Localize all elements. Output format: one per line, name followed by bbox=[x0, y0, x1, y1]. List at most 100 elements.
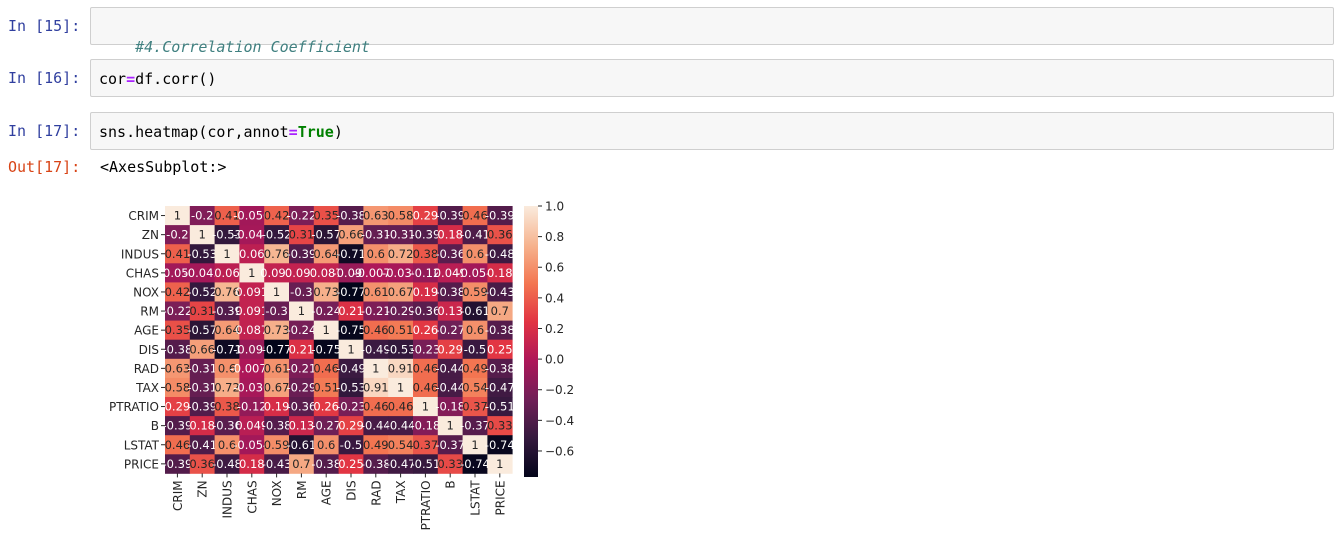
heatmap-cell-annotation: 0.59 bbox=[462, 285, 488, 299]
code-cell-input[interactable]: cor=df.corr() bbox=[90, 59, 1334, 97]
heatmap-cell bbox=[363, 244, 389, 264]
heatmap-cell bbox=[413, 244, 439, 264]
y-tick-label: RM bbox=[140, 305, 159, 319]
heatmap-cell bbox=[487, 435, 513, 455]
heatmap-cell-annotation: 1 bbox=[372, 361, 379, 375]
heatmap-cell-annotation: -0.36 bbox=[287, 400, 317, 414]
heatmap-cell-annotation: 0.26 bbox=[413, 323, 439, 337]
x-tick-label: AGE bbox=[320, 480, 334, 505]
heatmap-cell-annotation: -0.3 bbox=[265, 304, 287, 318]
y-tick-label: CHAS bbox=[126, 266, 159, 280]
heatmap-cell-annotation: -0.36 bbox=[212, 419, 242, 433]
heatmap-cell-annotation: 0.31 bbox=[289, 228, 315, 242]
heatmap-cell bbox=[338, 377, 364, 398]
heatmap-cell-annotation: -0.51 bbox=[485, 400, 515, 414]
heatmap-cell-annotation: -0.3 bbox=[290, 285, 312, 299]
heatmap-cell-annotation: -0.099 bbox=[233, 342, 270, 356]
heatmap-cell-annotation: 0.19 bbox=[413, 285, 439, 299]
heatmap-cell-annotation: 0.46 bbox=[363, 400, 389, 414]
heatmap-cell-annotation: -0.52 bbox=[262, 228, 292, 242]
code-cell-input[interactable]: #4.Correlation Coefficient bbox=[90, 7, 1334, 56]
heatmap-cell bbox=[264, 206, 290, 226]
heatmap-cell bbox=[487, 320, 513, 341]
heatmap-cell bbox=[214, 377, 240, 398]
heatmap-cell bbox=[189, 206, 215, 226]
colorbar bbox=[524, 206, 538, 477]
heatmap-cell-annotation: -0.38 bbox=[485, 323, 515, 337]
heatmap-cell-annotation: 0.091 bbox=[285, 266, 318, 280]
heatmap-cell bbox=[189, 263, 215, 283]
heatmap-cell-annotation: -0.48 bbox=[212, 457, 242, 471]
heatmap-cell bbox=[264, 339, 290, 360]
heatmap-cell bbox=[289, 282, 315, 302]
code-cell-input[interactable]: sns.heatmap(cor,annot=True) bbox=[90, 112, 1334, 150]
heatmap-cell-annotation: 0.46 bbox=[313, 361, 339, 375]
heatmap-cell bbox=[214, 454, 240, 474]
x-tick-label: TAX bbox=[394, 480, 408, 504]
heatmap-cell bbox=[165, 244, 191, 264]
heatmap-cell-annotation: -0.31 bbox=[187, 380, 217, 394]
heatmap-cell bbox=[165, 377, 191, 398]
cell-prompt: In [17]: bbox=[8, 122, 81, 140]
heatmap-cell-annotation: 1 bbox=[496, 457, 503, 471]
heatmap-cell bbox=[437, 320, 463, 341]
heatmap-cell bbox=[462, 454, 488, 474]
heatmap-cell bbox=[363, 225, 389, 245]
heatmap-cell bbox=[214, 282, 240, 302]
code-operator: = bbox=[126, 70, 136, 88]
heatmap-cell bbox=[239, 225, 265, 245]
code-line: #4.Correlation Coefficient bbox=[99, 17, 370, 77]
heatmap-cell bbox=[413, 339, 439, 360]
heatmap-cell bbox=[462, 339, 488, 360]
heatmap-cell bbox=[363, 358, 389, 379]
heatmap-cell bbox=[363, 339, 389, 360]
heatmap-cell bbox=[462, 377, 488, 398]
heatmap-cell bbox=[413, 397, 439, 417]
heatmap-cell bbox=[487, 282, 513, 302]
heatmap-cell bbox=[289, 301, 315, 321]
heatmap-cell bbox=[189, 435, 215, 455]
heatmap-cell-annotation: -0.036 bbox=[382, 266, 419, 280]
heatmap-cell-annotation: 0.59 bbox=[264, 438, 290, 452]
heatmap-cell bbox=[338, 435, 364, 455]
heatmap-cell-annotation: 0.46 bbox=[413, 361, 439, 375]
heatmap-cell bbox=[239, 397, 265, 417]
y-tick-label: B bbox=[151, 419, 159, 433]
heatmap-cell-annotation: 0.049 bbox=[235, 419, 268, 433]
heatmap-cell bbox=[239, 416, 265, 436]
heatmap-cell bbox=[313, 263, 339, 283]
x-tick-label: CRIM bbox=[171, 480, 185, 511]
heatmap-cell-annotation: 0.091 bbox=[235, 285, 268, 299]
heatmap-cell bbox=[189, 339, 215, 360]
heatmap-cell-annotation: 0.61 bbox=[363, 285, 389, 299]
heatmap-cell bbox=[214, 320, 240, 341]
heatmap-cell-annotation: -0.5 bbox=[340, 438, 362, 452]
heatmap-cell-annotation: 0.46 bbox=[363, 323, 389, 337]
colorbar-tick-label: 0.8 bbox=[545, 230, 564, 244]
heatmap-cell bbox=[338, 206, 364, 226]
cell-prompt: In [15]: bbox=[8, 17, 81, 35]
heatmap-cell bbox=[388, 282, 414, 302]
y-tick-label: CRIM bbox=[128, 209, 159, 223]
heatmap-cell bbox=[487, 225, 513, 245]
heatmap-cell bbox=[338, 454, 364, 474]
heatmap-cell-annotation: 0.049 bbox=[434, 266, 467, 280]
colorbar-tick-label: 0.6 bbox=[545, 261, 564, 275]
x-tick-label: B bbox=[444, 480, 458, 488]
heatmap-cell-annotation: -0.054 bbox=[233, 438, 270, 452]
heatmap-cell-annotation: -0.043 bbox=[233, 228, 270, 242]
heatmap-cell bbox=[363, 320, 389, 341]
heatmap-cell-annotation: 0.6 bbox=[466, 323, 484, 337]
x-tick-label: RM bbox=[295, 480, 309, 499]
heatmap-cell bbox=[388, 263, 414, 283]
code-text: ) bbox=[333, 123, 343, 141]
heatmap-cell-annotation: -0.39 bbox=[212, 304, 242, 318]
heatmap-cell-annotation: -0.38 bbox=[336, 209, 366, 223]
heatmap-cell-annotation: 0.25 bbox=[487, 342, 513, 356]
heatmap-cell-annotation: 0.18 bbox=[239, 457, 265, 471]
heatmap-cell bbox=[437, 435, 463, 455]
y-tick-label: DIS bbox=[139, 343, 159, 357]
heatmap-cell-annotation: 0.6 bbox=[367, 247, 385, 261]
code-line: sns.heatmap(cor,annot=True) bbox=[99, 122, 343, 142]
